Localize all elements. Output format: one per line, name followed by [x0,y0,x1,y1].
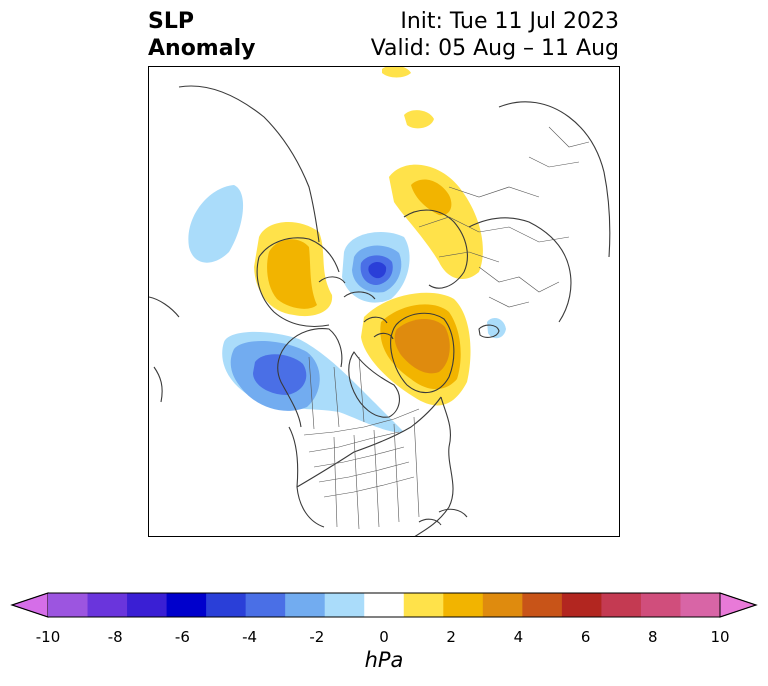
anomaly-top-high [382,67,411,78]
colorbar-swatch [48,593,89,617]
colorbar-swatch [206,593,247,617]
colorbar-swatch [561,593,602,617]
colorbar-extend-max [719,592,758,618]
colorbar-swatch [285,593,326,617]
anomaly-europe-high-outer [389,164,483,280]
slp-anomaly-map [149,67,611,536]
coastline-arctic-islands [318,276,394,340]
colorbar-swatch [680,593,721,617]
colorbar-swatch [403,593,444,617]
colorbar-tick-label: -6 [174,628,190,646]
colorbar-outline [10,592,758,618]
border-us-states [308,416,420,530]
anomaly-arctic-low-center [368,261,387,279]
colorbar-tick-label: -10 [35,628,61,646]
anomaly-north-high [404,110,434,129]
colorbar-swatch [324,593,365,617]
colorbar-tick-label: 8 [648,628,658,646]
borders-layer [303,126,590,530]
anomaly-pacific-low [188,185,244,263]
anomaly-siberia-high-core [267,239,317,309]
coastline-hudson [348,351,400,418]
coastline-greenland [390,312,455,394]
colorbar-extend-min [10,592,49,618]
coastline-caribbean [418,508,468,526]
anomaly-europe-high-core [411,179,452,216]
border-russia [418,186,570,263]
coastline-iceland [478,324,500,338]
colorbar-tick-label: 4 [513,628,524,646]
title-variable: SLP [148,9,194,34]
colorbar-unit: hPa [364,648,404,672]
colorbar-tick-label: 6 [580,628,591,646]
anomaly-alaska-low-core [253,354,307,395]
colorbar-swatch [87,593,128,617]
map-title: SLP Anomaly [148,8,255,62]
colorbar-swatch [640,593,681,617]
colorbar-tick-label: -4 [242,628,258,646]
border-canada-provinces [308,356,365,430]
border-canada-us [303,408,420,436]
coastline-west-edge [149,296,180,403]
colorbar-swatch [482,593,523,617]
colorbar [10,590,758,628]
colorbar-swatch [601,593,642,617]
coastline-asia [178,85,340,328]
colorbar-swatch [245,593,286,617]
colorbar-gradient [10,592,758,618]
anomaly-small-low [487,317,506,339]
title-variable-sub: Anomaly [148,36,256,61]
colorbar-swatch [522,593,563,617]
colorbar-tick-label: 10 [710,628,730,646]
colorbar-swatch [364,593,405,617]
coastline-europe [403,101,611,323]
colorbar-tick-label: -2 [309,628,325,646]
coastline-north-america [288,396,454,536]
map-dates: Init: Tue 11 Jul 2023 Valid: 05 Aug – 11… [371,8,619,62]
colorbar-tick-label: -8 [107,628,123,646]
init-date: Init: Tue 11 Jul 2023 [400,9,619,34]
border-europe [478,126,590,308]
coastline-alaska [277,328,343,428]
map-panel [148,66,620,537]
colorbar-swatch [127,593,168,617]
coastlines-layer [149,85,611,536]
colorbar-swatch [443,593,484,617]
colorbar-tick-label: 0 [379,628,389,646]
valid-range: Valid: 05 Aug – 11 Aug [370,36,619,61]
colorbar-swatch [166,593,207,617]
colorbar-tick-label: 2 [446,628,456,646]
anomaly-greenland-high-core [394,318,450,374]
anomaly-fill-layer [188,67,506,433]
